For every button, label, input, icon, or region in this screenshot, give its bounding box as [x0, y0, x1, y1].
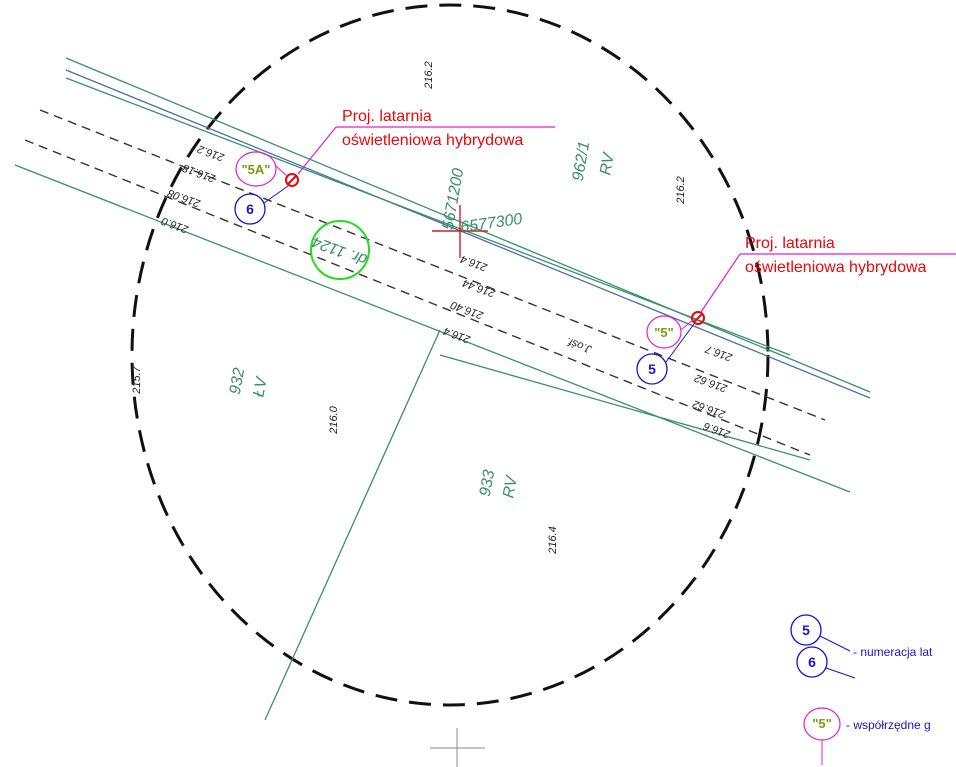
- elevation-label: 216.0: [328, 405, 340, 434]
- lamp-upper-leader: [297, 126, 337, 175]
- elevation-label: 216.7: [703, 342, 735, 363]
- coord-badge-5a-leader: [275, 165, 288, 177]
- road-dashed-lower: [24, 139, 811, 456]
- elevation-label: 216.2: [196, 142, 227, 163]
- range-circle: [130, 3, 770, 707]
- legend-num-6-leader: [825, 667, 856, 679]
- legend-num-5-leader: [819, 635, 851, 652]
- legend-numbering-text: - numeracja lat: [853, 645, 933, 659]
- lamp-upper-line1: Proj. latarnia: [342, 108, 432, 125]
- parcel-932-use: ŁV: [250, 375, 270, 399]
- road-boundary-upper: [65, 57, 871, 393]
- lamp-5-marker-slash: [693, 313, 703, 323]
- road-label-circle: [310, 220, 370, 280]
- road-boundary-lower2: [439, 354, 811, 461]
- elevation-label: 216.2: [675, 176, 687, 205]
- elevation-label: 216.0: [159, 214, 191, 235]
- lamp-5-marker: [691, 311, 705, 325]
- coord-badge-5-leader: [680, 319, 694, 331]
- elevation-label: 215.7: [131, 365, 143, 394]
- legend-num-6-badge: [796, 646, 828, 678]
- num-badge-5: [636, 353, 668, 385]
- road-boundary-lower: [14, 164, 851, 493]
- parcel-933-number: 933: [477, 469, 498, 498]
- num-badge-6-label: 6: [246, 201, 254, 217]
- num-badge-5-leader: [665, 323, 695, 363]
- road-boundary-mid: [65, 77, 791, 356]
- coord-badge-5: [646, 315, 682, 349]
- lamp-upper-line2: oświetleniowa hybrydowa: [342, 132, 524, 149]
- parcel-boundary: [264, 329, 441, 721]
- elevation-label: 216.4: [442, 324, 473, 345]
- legend-coords-text: - współrzędne g: [846, 718, 931, 732]
- elevation-label: 216.40: [448, 298, 485, 321]
- coord-badge-5a-label: "5A": [242, 162, 271, 177]
- road-dashed-upper: [39, 109, 826, 421]
- lamp-5a-marker: [285, 173, 299, 187]
- parcel-932-number: 932: [227, 367, 248, 396]
- ditch-label: J.ośf.: [565, 335, 595, 356]
- coord-badge-5a: [235, 151, 277, 187]
- legend-num-5-badge: [790, 614, 822, 646]
- parcel-962-number: 962/1: [570, 140, 594, 182]
- num-badge-5-label: 5: [648, 361, 656, 377]
- num-badge-6: [234, 193, 266, 225]
- elevation-label: 216.62: [691, 397, 728, 420]
- elevation-label: 216.44: [461, 276, 498, 299]
- legend-num-6-label: 6: [808, 654, 816, 670]
- elevation-label: 216.4: [547, 526, 559, 555]
- lamp-right-line2: oświetleniowa hybrydowa: [745, 259, 927, 276]
- parcel-933-use: RV: [500, 474, 521, 500]
- elevation-label: 216.08: [165, 186, 202, 209]
- elevation-label: 216.4: [459, 252, 490, 273]
- road-label: dr. 1124: [310, 232, 369, 267]
- lamp-right-line1: Proj. latarnia: [745, 235, 835, 252]
- coord-badge-5-label: "5": [654, 325, 674, 340]
- elevation-label: 216.2: [423, 61, 435, 90]
- elevation-label: 216.18: [180, 161, 217, 184]
- parcel-962-use: RV: [597, 151, 618, 177]
- lamp-5a-marker-slash: [287, 175, 297, 185]
- legend-num-5-label: 5: [802, 622, 810, 638]
- road-edge-blue: [65, 69, 871, 399]
- lamp-right-leader: [700, 253, 741, 313]
- grid-coord-x: 6577300: [459, 211, 523, 237]
- legend-coord-badge-label: "5": [812, 716, 832, 731]
- num-badge-6-leader: [263, 185, 289, 204]
